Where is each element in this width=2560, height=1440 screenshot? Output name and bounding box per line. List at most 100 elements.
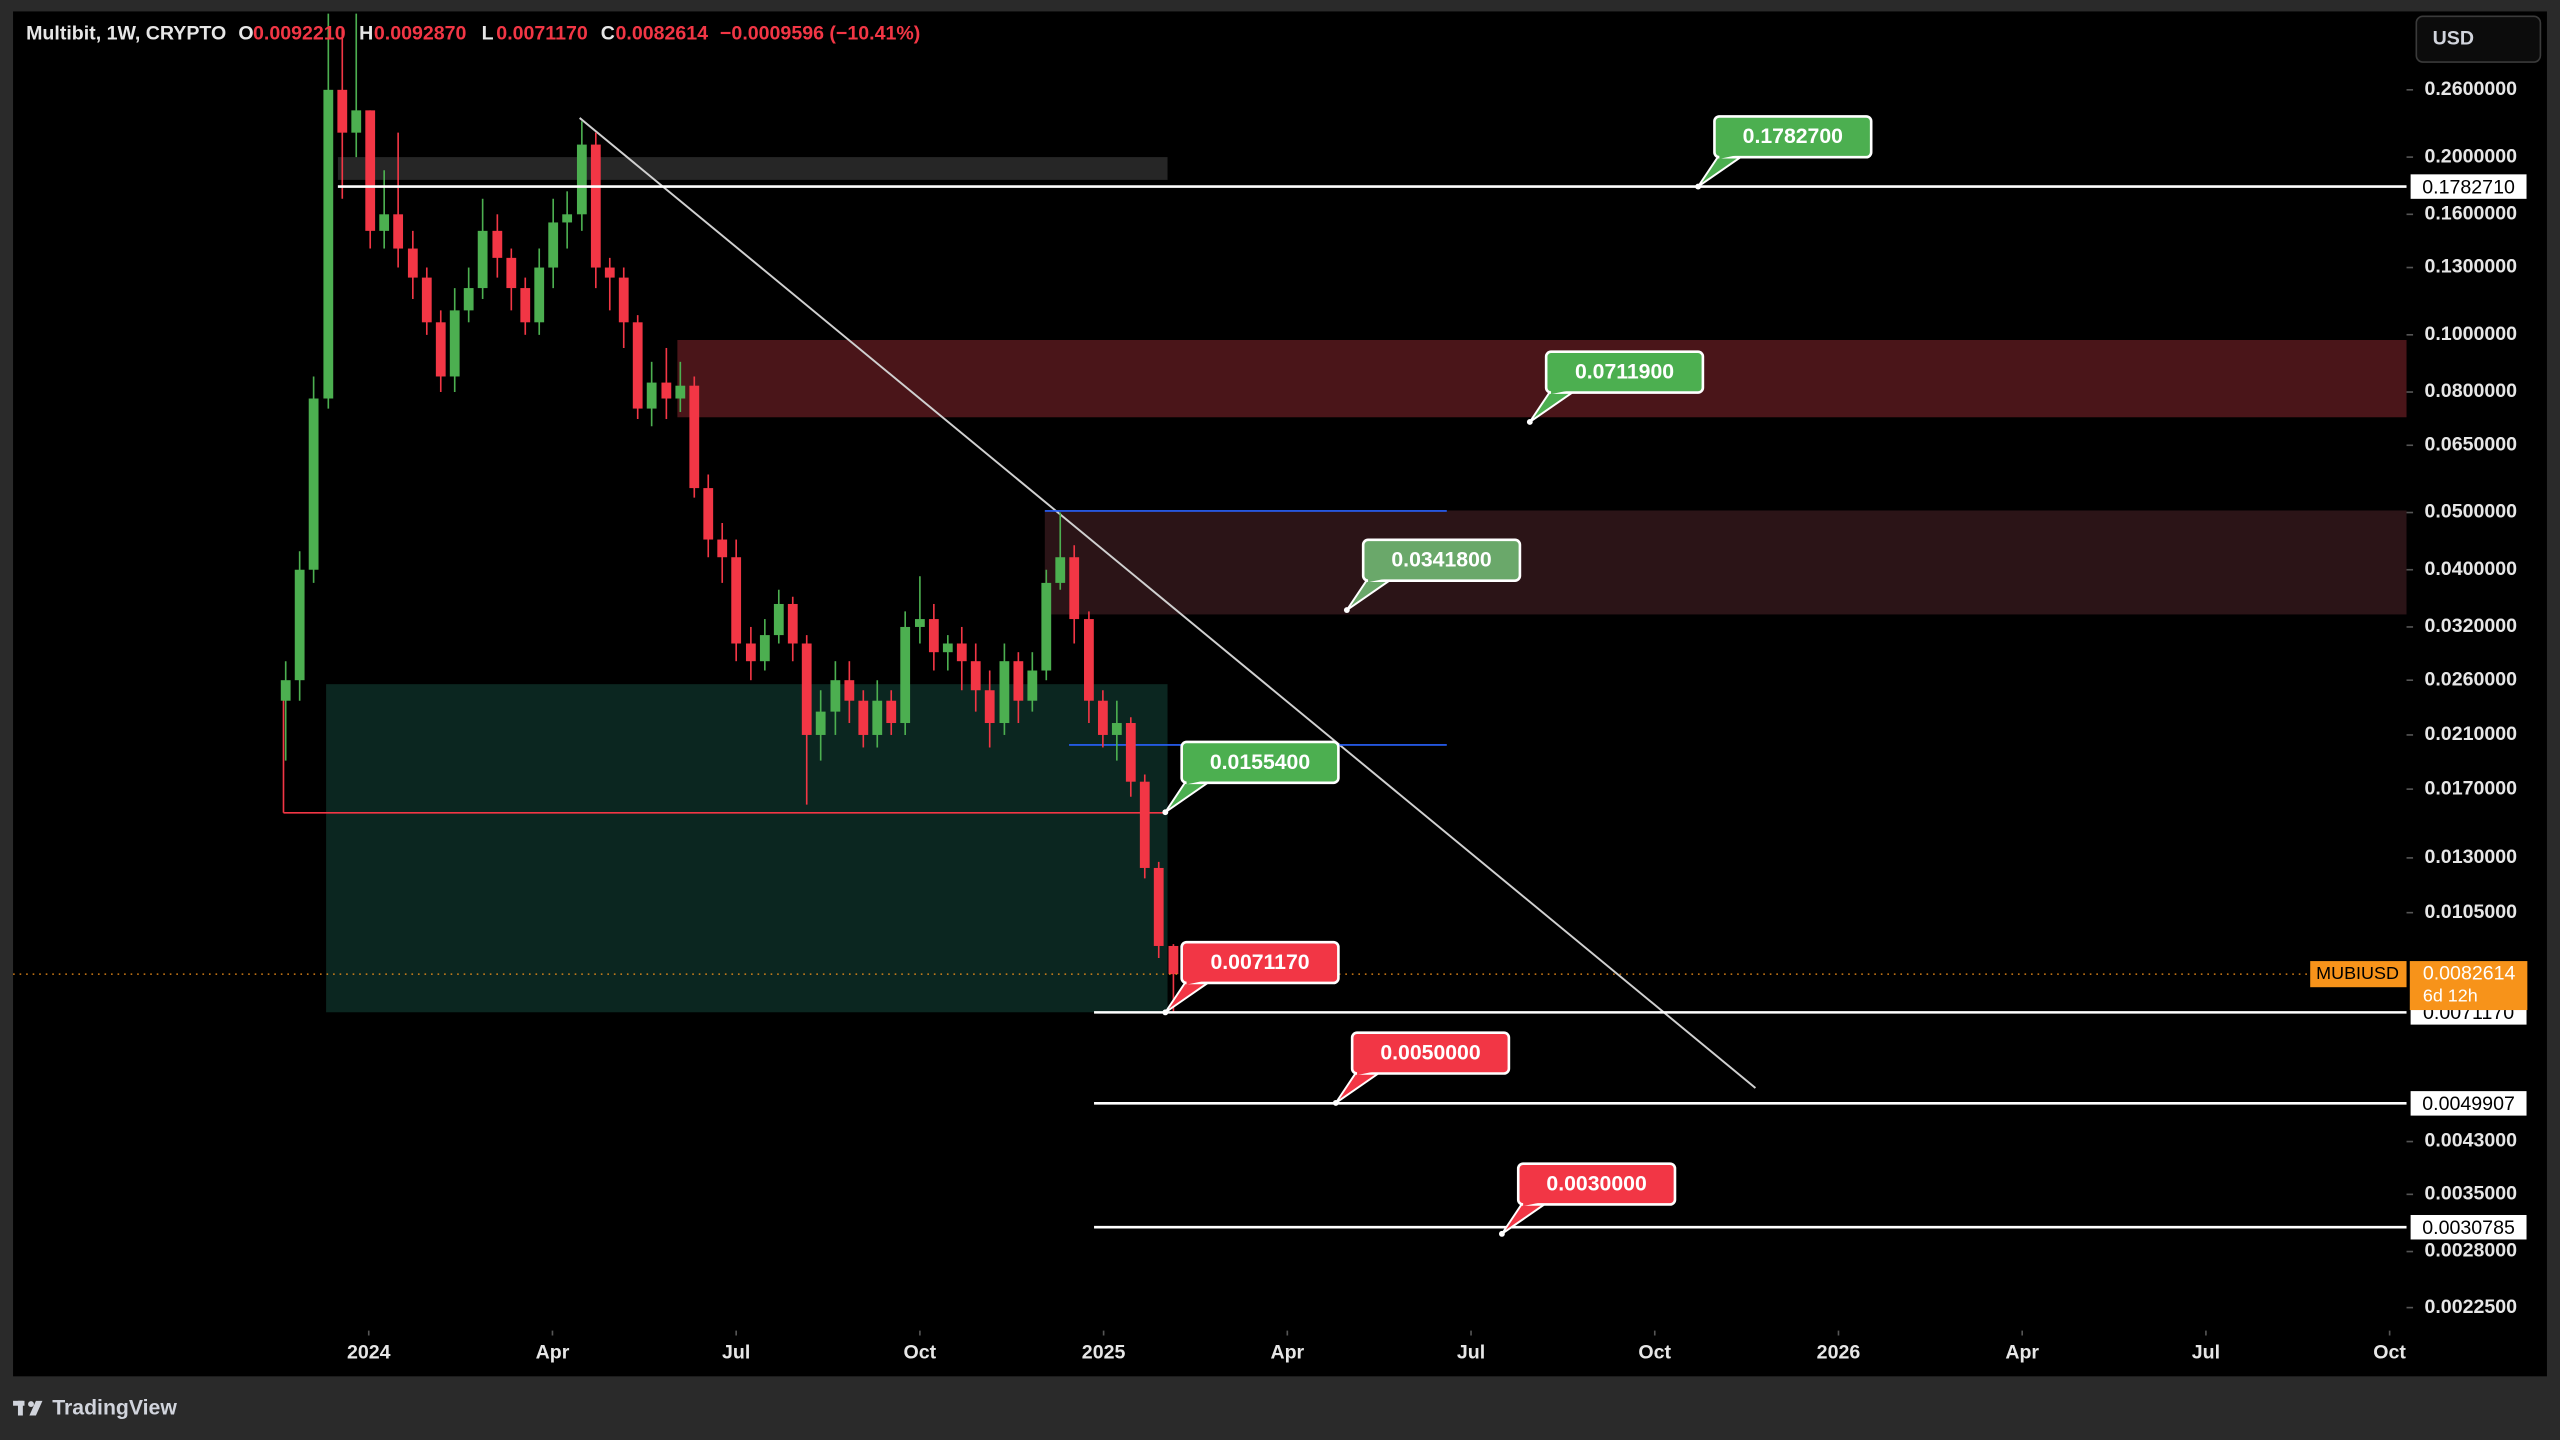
candle-body [365,110,376,231]
candle-body [646,382,657,409]
ohlc-key: C [601,22,615,44]
candle-body [323,89,334,399]
candle-body [393,214,404,249]
x-tick-label: Jul [722,1342,750,1364]
candle-body [463,288,474,311]
price-label: 0.0082614 [2423,962,2516,984]
candle-body [928,619,939,653]
callout-box [1350,1031,1511,1075]
level-label: 0.0049907 [2422,1093,2515,1115]
candle-body [1055,557,1066,583]
x-tick-label: Oct [1638,1342,1671,1364]
y-tick-label: 0.0210000 [2424,723,2517,745]
y-tick-label: 0.0170000 [2424,777,2517,799]
ohlc-value: 0.0092210 [253,22,346,44]
ohlc-value: 0.0071170 [496,22,588,44]
y-tick-label: 0.0035000 [2424,1183,2517,1205]
symbol-name: MUBIUSD [2316,963,2399,983]
callout-box [1361,538,1522,582]
level-box [2408,172,2529,201]
candle-body [703,488,714,540]
callout-anchor [1162,809,1169,816]
candle-body [1027,670,1038,701]
ohlc-key: O [238,22,253,44]
candle-body [477,230,488,289]
candle-body [1069,557,1080,620]
candle-body [956,643,967,662]
y-tick-label: 0.0500000 [2424,501,2517,523]
candle-body [1153,867,1164,946]
candle-body [759,635,770,662]
x-tick-label: Apr [1270,1342,1304,1364]
y-tick-label: 0.2000000 [2424,145,2517,167]
candle-body [900,626,911,724]
x-tick-label: Oct [2373,1342,2406,1364]
callout-joint [1357,1071,1377,1076]
callout-label: 0.0155400 [1210,751,1310,774]
callout-box [1180,940,1340,985]
change: −0.0009596 (−10.41%) [720,22,920,44]
candle-body [717,539,728,558]
callout-joint [1368,578,1388,583]
candle-body [914,619,925,627]
callout-label: 0.0050000 [1380,1042,1480,1065]
candle-body [604,267,615,278]
logo-mark [28,1401,34,1408]
y-tick-label: 0.2600000 [2424,78,2517,100]
y-tick-label: 0.1000000 [2424,323,2517,345]
candle-body [407,248,418,278]
y-tick-label: 0.0028000 [2424,1240,2517,1262]
ohlc-key: L [482,22,494,44]
candle-body [308,398,319,570]
callout-label: 0.1782700 [1743,125,1843,148]
callout-box [1180,740,1340,785]
candle-body [379,214,390,231]
candle-body [294,569,305,681]
callout-anchor [1332,1099,1339,1106]
y-tick-label: 0.0022500 [2424,1296,2517,1318]
callout-label: 0.0341800 [1391,549,1491,572]
callout-anchor [1526,419,1533,425]
zone [337,157,1168,180]
candle-body [618,277,629,323]
y-tick-label: 0.0650000 [2424,433,2517,455]
candle-body [1084,619,1094,701]
currency-button[interactable] [2415,15,2542,63]
candle-body [421,277,432,323]
logo-mark [17,1400,23,1416]
candle-body [801,643,812,735]
x-tick-label: Oct [904,1342,937,1364]
drawing-line [579,117,1757,1089]
plot-area [13,13,2407,1089]
candle-body [1125,723,1136,782]
candle-body [858,700,869,735]
y-tick-label: 0.0130000 [2424,846,2517,868]
candle-body [506,257,517,289]
level-label: 0.0030785 [2422,1217,2515,1239]
callout-box [1713,115,1873,159]
ohlc-key: H [359,22,373,44]
countdown: 6d 12h [2423,986,2478,1006]
callout-joint [1186,780,1207,785]
zone [326,684,1168,1013]
zone [1044,510,2407,615]
y-tick-label: 0.0105000 [2424,901,2517,923]
y-tick-label: 0.1600000 [2424,202,2517,224]
candle-body [1097,700,1108,735]
tradingview-logo: TradingView [13,1397,177,1420]
ohlc-value: 0.0082614 [616,22,709,44]
symbol-tag [2310,961,2407,988]
level-box [2408,1213,2529,1242]
y-tick-label: 0.0320000 [2424,615,2517,637]
candle-body [689,385,700,489]
candle-body [1168,945,1179,975]
candle-body [562,214,573,223]
callout-joint [1186,980,1207,985]
x-tick-label: 2024 [347,1342,391,1364]
candle-body [1013,661,1024,701]
x-tick-label: Jul [2192,1342,2220,1364]
callout-box [1516,1162,1677,1206]
x-tick-label: 2026 [1817,1342,1861,1364]
candle-body [435,322,446,377]
